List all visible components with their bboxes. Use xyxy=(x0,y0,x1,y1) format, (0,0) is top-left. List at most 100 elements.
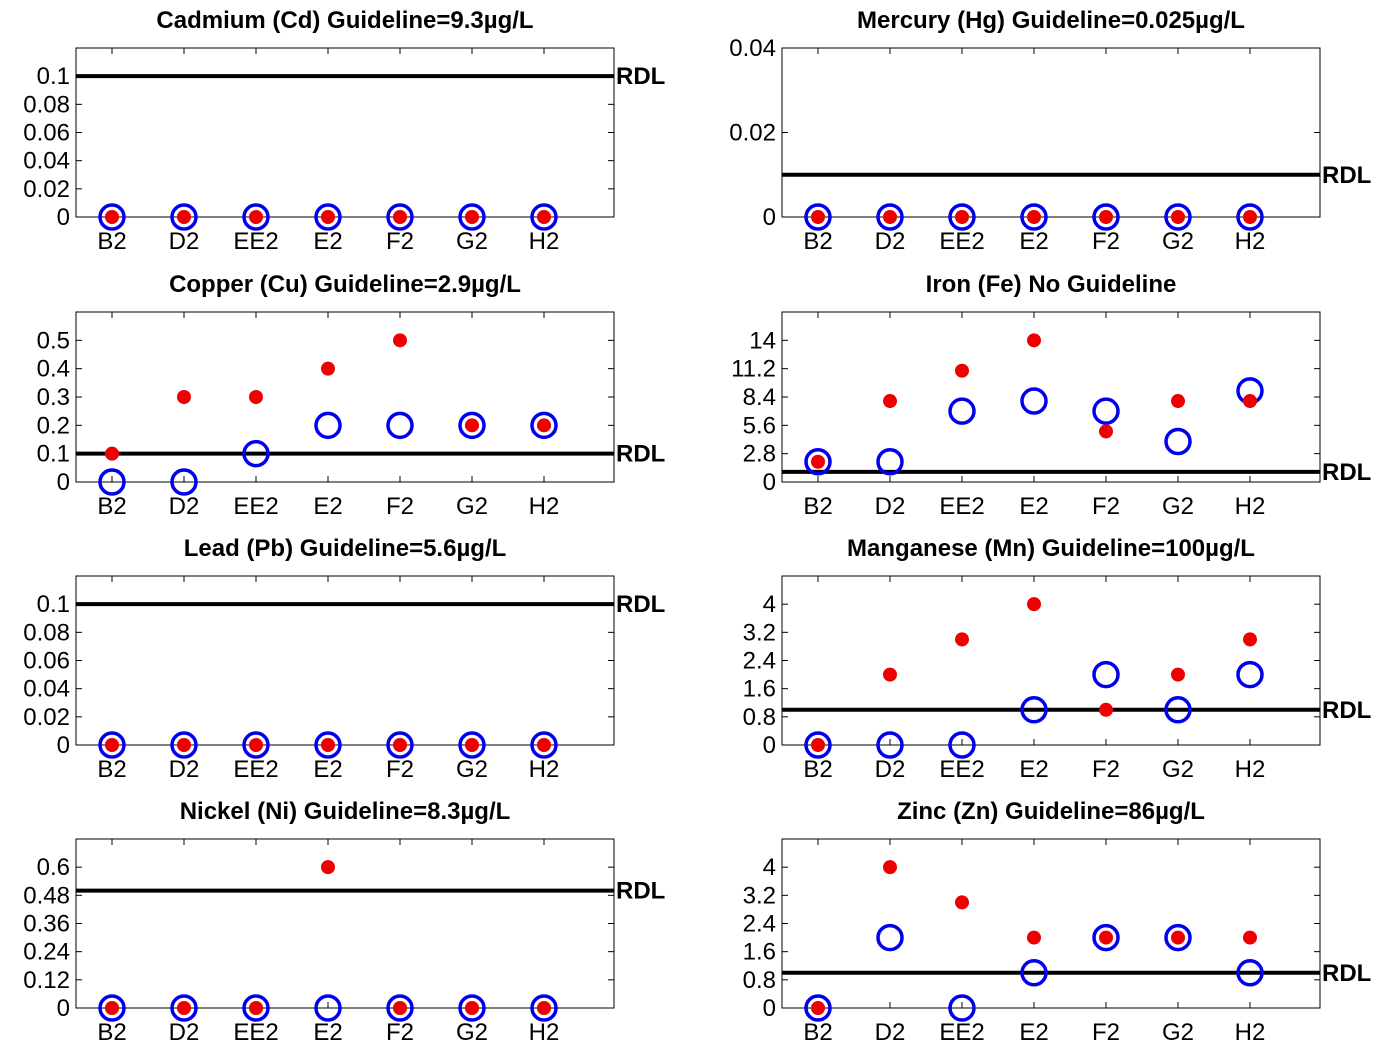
x-tick-label: H2 xyxy=(529,493,560,520)
filled-dot-point xyxy=(1171,394,1185,409)
open-circle-point xyxy=(1092,397,1120,425)
chart-panel-5: Lead (Pb) Guideline=5.6µg/L 00.020.040.06… xyxy=(23,535,665,783)
x-tick-label: D2 xyxy=(169,1019,200,1046)
filled-dot-point xyxy=(465,210,479,224)
filled-dot-point xyxy=(105,210,119,224)
filled-dot-point xyxy=(393,333,407,348)
y-tick-label: 1.6 xyxy=(743,939,776,966)
chart-title: Cadmium (Cd) Guideline=9.3µg/L xyxy=(156,7,533,34)
y-tick-label: 11.2 xyxy=(731,356,776,383)
filled-dot-point xyxy=(955,895,969,910)
x-tick-label: B2 xyxy=(97,756,126,783)
filled-dot-point xyxy=(537,210,551,224)
y-tick-label: 0 xyxy=(57,995,70,1022)
x-tick-label: EE2 xyxy=(939,228,984,255)
filled-dot-point xyxy=(883,860,897,875)
filled-dot-point xyxy=(249,210,263,224)
open-circle-point xyxy=(314,411,342,440)
y-tick-label: 14 xyxy=(749,327,776,354)
y-tick-label: 0.02 xyxy=(23,704,70,731)
x-tick-label: G2 xyxy=(456,228,488,255)
filled-dot-point xyxy=(1027,597,1041,612)
filled-dot-point xyxy=(177,390,191,404)
x-tick-label: EE2 xyxy=(939,756,984,783)
open-circle-point xyxy=(1020,387,1048,415)
filled-dot-point xyxy=(249,738,263,752)
filled-dot-point xyxy=(465,1001,479,1015)
y-tick-label: 0 xyxy=(57,204,70,231)
open-circle-point xyxy=(948,994,976,1022)
filled-dot-point xyxy=(955,632,969,647)
filled-dot-point xyxy=(883,210,897,224)
y-tick-label: 0.8 xyxy=(743,967,776,994)
filled-dot-point xyxy=(1027,930,1041,945)
rdl-label: RDL xyxy=(616,63,665,90)
open-circle-point xyxy=(876,203,904,231)
y-tick-label: 0.48 xyxy=(23,882,70,909)
chart-title: Mercury (Hg) Guideline=0.025µg/L xyxy=(857,7,1245,34)
filled-dot-point xyxy=(1171,667,1185,682)
x-tick-label: B2 xyxy=(97,228,126,255)
open-circle-point xyxy=(876,448,904,476)
x-tick-label: B2 xyxy=(97,493,126,520)
open-circle-point xyxy=(458,994,486,1022)
filled-dot-point xyxy=(955,363,969,378)
rdl-label: RDL xyxy=(1322,960,1371,987)
y-tick-label: 0 xyxy=(763,995,776,1022)
open-circle-point xyxy=(386,203,414,231)
x-tick-label: E2 xyxy=(1019,1019,1048,1046)
filled-dot-point xyxy=(811,738,825,752)
x-tick-label: E2 xyxy=(1019,756,1048,783)
open-circle-point xyxy=(458,411,486,440)
open-circle-point xyxy=(386,411,414,440)
y-tick-label: 0.04 xyxy=(23,676,70,703)
y-tick-label: 0 xyxy=(57,732,70,759)
open-circle-point xyxy=(98,468,126,496)
y-tick-label: 8.4 xyxy=(743,384,776,411)
y-tick-label: 0.1 xyxy=(37,591,70,618)
open-circle-point xyxy=(98,994,126,1022)
filled-dot-point xyxy=(249,390,263,404)
open-circle-point xyxy=(98,731,126,759)
open-circle-point xyxy=(530,731,558,759)
open-circle-point xyxy=(1164,696,1192,724)
y-tick-label: 0.06 xyxy=(23,648,70,675)
open-circle-point xyxy=(948,731,976,759)
chart-panel-7: Nickel (Ni) Guideline=8.3µg/L00.120.240.… xyxy=(23,798,665,1046)
plot-area xyxy=(75,311,615,483)
filled-dot-point xyxy=(1027,210,1041,224)
filled-dot-point xyxy=(883,667,897,682)
y-tick-label: 0.12 xyxy=(23,967,70,994)
filled-dot-point xyxy=(105,1001,119,1015)
open-circle-point xyxy=(98,203,126,231)
filled-dot-point xyxy=(1099,930,1113,945)
filled-dot-point xyxy=(393,1001,407,1015)
open-circle-point xyxy=(948,203,976,231)
x-tick-label: B2 xyxy=(803,1019,832,1046)
filled-dot-point xyxy=(1099,702,1113,717)
x-tick-label: B2 xyxy=(97,1019,126,1046)
open-circle-point xyxy=(314,994,342,1022)
x-tick-label: B2 xyxy=(803,756,832,783)
open-circle-point xyxy=(876,731,904,759)
x-tick-label: D2 xyxy=(875,756,906,783)
x-tick-label: F2 xyxy=(1092,228,1120,255)
open-circle-point xyxy=(530,203,558,231)
x-tick-label: F2 xyxy=(1092,1019,1120,1046)
y-tick-label: 0.2 xyxy=(37,412,70,439)
x-tick-label: G2 xyxy=(456,493,488,520)
y-tick-label: 0.3 xyxy=(37,384,70,411)
chart-title: Iron (Fe) No Guideline xyxy=(926,271,1177,298)
y-tick-label: 2.4 xyxy=(743,911,776,938)
x-tick-label: F2 xyxy=(386,1019,414,1046)
x-tick-label: B2 xyxy=(803,493,832,520)
filled-dot-point xyxy=(811,1001,825,1015)
y-tick-label: 0.1 xyxy=(37,441,70,468)
filled-dot-point xyxy=(177,738,191,752)
x-tick-label: EE2 xyxy=(233,756,278,783)
y-tick-label: 0.36 xyxy=(23,911,70,938)
filled-dot-point xyxy=(177,210,191,224)
x-tick-label: B2 xyxy=(803,228,832,255)
plot-area xyxy=(781,311,1321,483)
filled-dot-point xyxy=(465,738,479,752)
